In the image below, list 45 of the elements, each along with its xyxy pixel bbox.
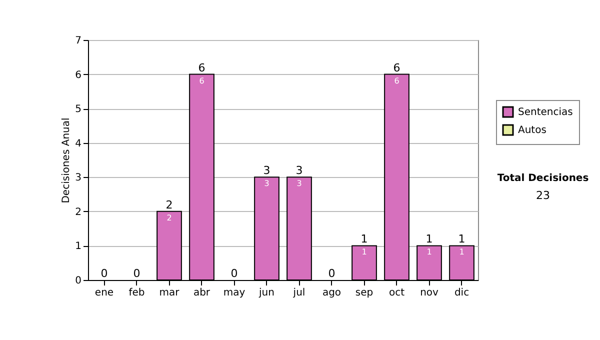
- y-tick-label: 6: [75, 70, 82, 81]
- y-tick-label: 2: [75, 206, 82, 218]
- x-tick-label: ene: [94, 288, 114, 298]
- data-label: 3: [296, 179, 302, 188]
- total-label: 0: [133, 267, 140, 280]
- text: 23: [536, 189, 550, 202]
- data-label: 1: [426, 248, 432, 257]
- x-tick-label: nov: [420, 288, 439, 298]
- y-tick-label: 4: [75, 138, 82, 150]
- data-label: 1: [362, 248, 367, 257]
- data-label: 3: [264, 179, 270, 188]
- data-label: 2: [166, 213, 172, 222]
- x-tick-label: oct: [388, 288, 405, 298]
- x-tick-label: may: [223, 288, 246, 298]
- legend-label: Sentencias: [518, 107, 573, 118]
- total-label: 0: [328, 267, 336, 280]
- data-label: 1: [459, 248, 464, 257]
- text: Total Decisiones: [497, 173, 589, 184]
- x-tick-label: ago: [322, 288, 342, 298]
- y-axis-title: Decisiones Anual: [61, 118, 72, 204]
- data-label: 6: [199, 76, 204, 86]
- total-label: 1: [458, 232, 466, 246]
- total-label: 0: [230, 267, 238, 280]
- y-tick-label: 0: [75, 276, 82, 286]
- x-tick-label: abr: [193, 288, 211, 298]
- y-tick-label: 1: [75, 241, 82, 252]
- x-tick-label: dic: [454, 288, 470, 298]
- legend-label: Autos: [518, 125, 546, 136]
- x-tick-label: mar: [159, 288, 180, 298]
- total-label: 3: [296, 164, 303, 178]
- x-tick-label: sep: [355, 288, 374, 298]
- total-label: 0: [100, 267, 108, 280]
- x-tick-label: jun: [258, 288, 274, 298]
- total-label: 2: [166, 198, 173, 212]
- total-label: 1: [360, 232, 368, 246]
- total-label: 6: [393, 61, 400, 74]
- total-label: 1: [426, 232, 433, 246]
- total-label: 3: [263, 164, 270, 178]
- x-tick-label: feb: [128, 288, 145, 298]
- y-tick-label: 5: [75, 104, 82, 116]
- y-tick-label: 7: [75, 36, 82, 46]
- total-label: 6: [198, 61, 206, 74]
- x-tick-label: jul: [292, 288, 306, 298]
- y-tick-label: 3: [75, 172, 82, 184]
- data-label: 6: [394, 76, 400, 86]
